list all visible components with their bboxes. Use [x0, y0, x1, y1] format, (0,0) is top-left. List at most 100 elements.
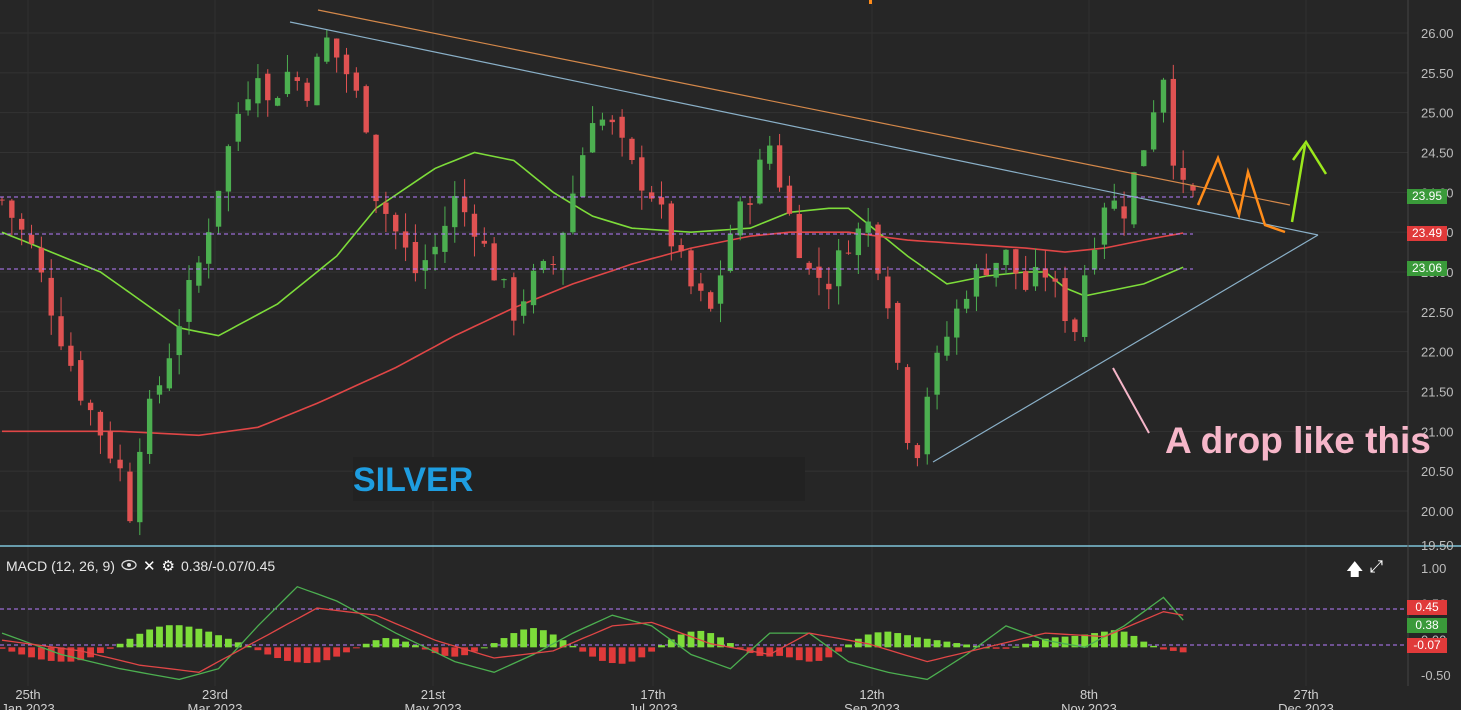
macd-hist-bar: [284, 647, 291, 661]
macd-line-0: [1, 585, 1184, 681]
macd-hist-bar: [1120, 631, 1128, 648]
candle-body: [1101, 207, 1108, 245]
macd-hist-bar: [618, 647, 626, 664]
macd-hist-bar: [343, 647, 350, 653]
candle-body: [983, 268, 989, 276]
y-tick-label: 22.00: [1421, 345, 1454, 360]
candle-body: [363, 86, 369, 133]
candle-body: [993, 262, 999, 278]
macd-hist-bar: [67, 647, 75, 662]
macd-hist-bar: [805, 647, 813, 662]
macd-hist-bar: [185, 626, 193, 648]
trendline-upper-blue[interactable]: [289, 21, 1319, 236]
macd-tag-0-38: 0.38: [1407, 618, 1447, 633]
macd-hist-bar: [480, 647, 488, 649]
macd-hist-bar: [1032, 640, 1039, 648]
pink-pointer-line[interactable]: [1112, 367, 1150, 434]
macd-hist-bar: [1169, 647, 1177, 651]
expand-icon[interactable]: ⤢: [1369, 557, 1384, 576]
candle-body: [1091, 249, 1098, 270]
macd-hist-bar: [1140, 641, 1148, 648]
macd-hist-bar: [559, 640, 567, 648]
projection-lime-arrow[interactable]: [1290, 144, 1307, 223]
candle-body: [176, 326, 182, 356]
macd-hist-bar: [923, 638, 931, 648]
candle-body: [954, 308, 960, 338]
macd-hist-bar: [175, 625, 183, 648]
macd-hist-bar: [963, 644, 971, 648]
macd-hist-bar: [854, 638, 862, 648]
trendline-lower-blue[interactable]: [932, 234, 1319, 463]
macd-title: MACD (12, 26, 9): [6, 558, 115, 574]
macd-hist-bar: [87, 647, 95, 658]
macd-hist-bar: [786, 647, 793, 658]
eye-icon[interactable]: [121, 558, 137, 575]
candle-body: [422, 260, 428, 271]
macd-hist-bar: [530, 628, 537, 648]
candle-body: [550, 263, 556, 265]
macd-hist-bar: [156, 626, 163, 648]
macd-hist-bar: [116, 643, 124, 648]
projection-orange-zigzag[interactable]: [1196, 154, 1286, 234]
y-tick-label: 22.50: [1421, 305, 1454, 320]
candle-body: [589, 123, 596, 153]
macd-hist-bar: [1002, 647, 1010, 649]
silver-label-box: SILVER: [353, 457, 805, 501]
macd-hist-bar: [825, 647, 833, 658]
macd-header: MACD (12, 26, 9) ✕ ⚙ 0.38/-0.07/0.45: [6, 557, 275, 575]
price-tag-23-06: 23.06: [1407, 261, 1447, 276]
close-icon[interactable]: ✕: [142, 558, 156, 575]
candle-body: [215, 190, 222, 227]
macd-hist-bar: [667, 639, 675, 648]
candle-body: [767, 145, 773, 164]
candle-body: [826, 283, 832, 290]
macd-hist-bar: [697, 630, 705, 648]
candle-body: [1052, 278, 1058, 282]
candle-body: [1170, 78, 1176, 166]
candle-body: [1111, 200, 1117, 209]
macd-hist-bar: [136, 633, 144, 648]
candle-body: [156, 385, 163, 395]
macd-hist-bar: [382, 638, 390, 648]
arrow-up-icon[interactable]: 🡅: [1346, 560, 1364, 579]
candle-body: [1121, 206, 1127, 219]
macd-hist-bar: [1041, 638, 1049, 648]
macd-hist-bar: [795, 647, 803, 661]
lime-arrow-head: [1291, 139, 1328, 175]
macd-hist-bar: [766, 647, 774, 657]
macd-hist-bar: [726, 643, 734, 648]
macd-y-tick-label: -0.50: [1421, 668, 1451, 683]
macd-hist-bar: [815, 647, 823, 661]
macd-hist-bar: [904, 635, 911, 648]
candle-body: [9, 200, 15, 218]
x-tick-month: May 2023: [404, 701, 461, 710]
macd-hist-bar: [569, 645, 577, 648]
macd-line-1: [1, 607, 1184, 673]
y-tick-label: 21.50: [1421, 385, 1454, 400]
candle-body: [914, 445, 921, 459]
macd-hist-bar: [874, 632, 882, 648]
pane-controls: 🡅 ⤢: [1346, 557, 1383, 586]
macd-y-tick-label: 1.00: [1421, 561, 1446, 576]
macd-tag-neg-0-07: -0.07: [1407, 638, 1447, 653]
macd-hist-bar: [392, 638, 400, 648]
candle-body: [747, 203, 753, 205]
trendline-orange[interactable]: [317, 9, 1291, 206]
gear-icon[interactable]: ⚙: [161, 558, 175, 575]
candle-body: [412, 241, 419, 274]
macd-hist-bar: [205, 631, 213, 648]
annotation-text[interactable]: A drop like this: [1165, 420, 1431, 461]
ma-line-1: [2, 231, 1184, 437]
candle-body: [658, 197, 665, 205]
annotations: [869, 0, 1328, 434]
y-tick-label: 26.00: [1421, 26, 1454, 41]
candle-body: [373, 134, 379, 202]
x-tick-month: Dec 2023: [1278, 701, 1334, 710]
candle-body: [973, 268, 980, 297]
macd-hist-bar: [628, 647, 636, 662]
macd-hist-bar: [461, 647, 469, 656]
candle-body: [520, 301, 527, 316]
macd-hist-bar: [224, 638, 232, 648]
candle-body: [1013, 249, 1019, 274]
